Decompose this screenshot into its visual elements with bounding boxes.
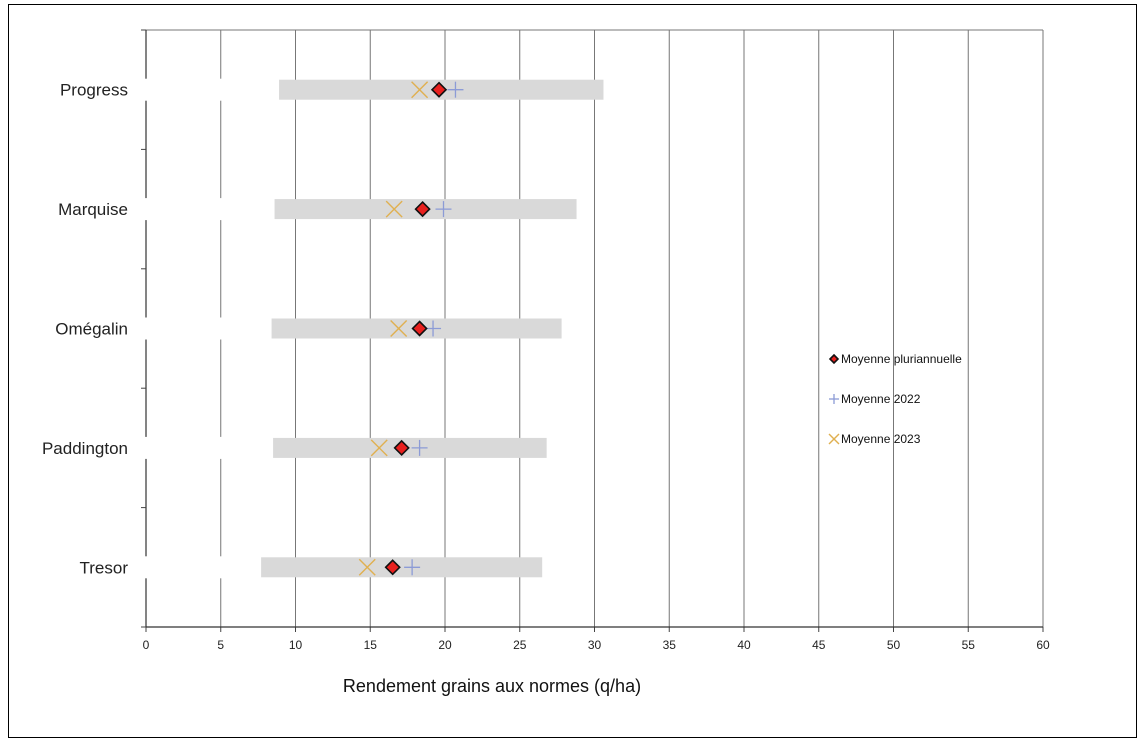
chart-frame [8, 4, 1137, 738]
x-tick-label: 60 [1036, 638, 1050, 652]
x-axis-title: Rendement grains aux normes (q/ha) [343, 676, 641, 696]
label-backdrop [144, 317, 234, 340]
x-tick-label: 35 [663, 638, 677, 652]
x-tick-label: 25 [513, 638, 527, 652]
legend-marker-plus [829, 394, 839, 404]
gridlines [146, 29, 1044, 627]
range-bar [261, 557, 543, 578]
series-markers [358, 81, 464, 576]
x-tick-label: 5 [217, 638, 224, 652]
legend-marker-x-b [828, 433, 840, 445]
label-backdrop [144, 436, 234, 459]
marker-x-b [358, 558, 376, 576]
marker-x-b [370, 439, 388, 457]
label-backdrop [144, 78, 234, 101]
x-tick-label: 0 [143, 638, 150, 652]
legend-label: Moyenne pluriannuelle [841, 352, 962, 366]
marker-plus [447, 81, 464, 98]
marker-x [370, 439, 388, 457]
marker-plus [404, 559, 421, 576]
x-tick-label: 20 [438, 638, 452, 652]
legend-marker-diamond [828, 353, 840, 365]
x-tick-label: 50 [887, 638, 901, 652]
category-label: Progress [60, 81, 128, 100]
marker-x-b [411, 81, 429, 99]
label-backdrop [144, 556, 234, 579]
category-label: Marquise [58, 200, 128, 219]
x-tick-label: 15 [364, 638, 378, 652]
x-tick-label: 45 [812, 638, 826, 652]
marker-diamond [414, 200, 431, 218]
category-label: Paddington [42, 439, 128, 458]
legend-marker-x [828, 433, 840, 445]
x-tick-label: 30 [588, 638, 602, 652]
marker-diamond [411, 320, 428, 337]
marker-x [411, 81, 429, 99]
marker-diamond [384, 559, 401, 576]
category-label: Omégalin [55, 320, 128, 339]
category-label: Tresor [80, 558, 129, 577]
marker-x [358, 558, 376, 576]
x-tick-label: 10 [289, 638, 303, 652]
legend: Moyenne pluriannuelle Moyenne 2022 Moyenne… [828, 352, 962, 446]
label-backdrop [144, 198, 234, 221]
legend-label: Moyenne 2023 [841, 432, 921, 446]
legend-label: Moyenne 2022 [841, 392, 921, 406]
category-labels: Progress Marquise Omégalin Paddington Tresor [42, 78, 234, 579]
marker-diamond [393, 439, 410, 457]
axes: 0 5 10 15 20 25 30 35 40 45 50 55 60 [141, 29, 1050, 652]
marker-plus [435, 201, 452, 218]
marker-plus [411, 439, 428, 456]
x-tick-label: 40 [737, 638, 751, 652]
x-tick-label: 55 [962, 638, 976, 652]
marker-x-b [390, 320, 408, 337]
marker-diamond [430, 81, 448, 98]
marker-x-b [385, 200, 403, 218]
range-bar [273, 437, 547, 458]
marker-x [385, 200, 403, 218]
marker-x [390, 320, 408, 337]
